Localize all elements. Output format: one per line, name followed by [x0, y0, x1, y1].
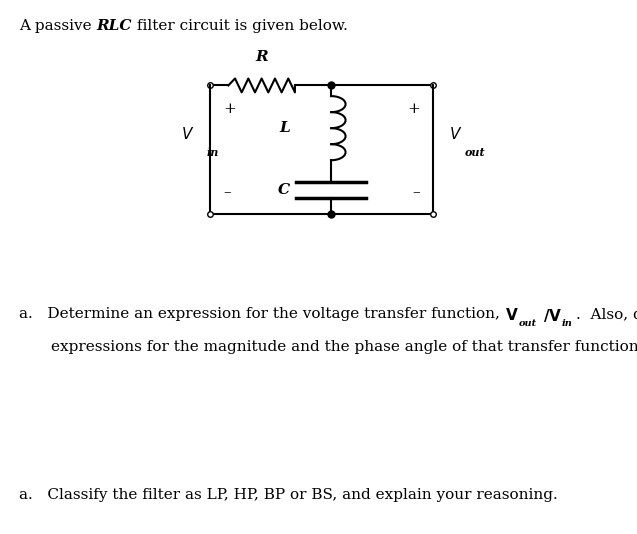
Text: +: + [408, 103, 420, 116]
Text: $\mathbf{V}$: $\mathbf{V}$ [505, 307, 519, 323]
Text: in: in [562, 319, 573, 328]
Text: –: – [223, 185, 231, 199]
Text: $\mathbf{/V}$: $\mathbf{/V}$ [543, 307, 562, 324]
Text: A passive: A passive [19, 19, 97, 33]
Text: filter circuit is given below.: filter circuit is given below. [132, 19, 348, 33]
Text: L: L [279, 121, 290, 135]
Text: out: out [519, 319, 537, 328]
Text: expressions for the magnitude and the phase angle of that transfer function.: expressions for the magnitude and the ph… [51, 340, 637, 354]
Text: .  Also, determine: . Also, determine [576, 307, 637, 321]
Text: $V$: $V$ [449, 126, 462, 142]
Text: R: R [255, 50, 268, 64]
Text: a.   Determine an expression for the voltage transfer function,: a. Determine an expression for the volta… [19, 307, 505, 321]
Text: C: C [278, 183, 290, 197]
Text: –: – [413, 185, 420, 199]
Text: out: out [465, 147, 485, 158]
Text: RLC: RLC [97, 19, 132, 33]
Text: +: + [223, 103, 236, 116]
Text: $V$: $V$ [181, 126, 194, 142]
Text: a.   Classify the filter as LP, HP, BP or BS, and explain your reasoning.: a. Classify the filter as LP, HP, BP or … [19, 488, 558, 502]
Text: in: in [207, 147, 219, 158]
